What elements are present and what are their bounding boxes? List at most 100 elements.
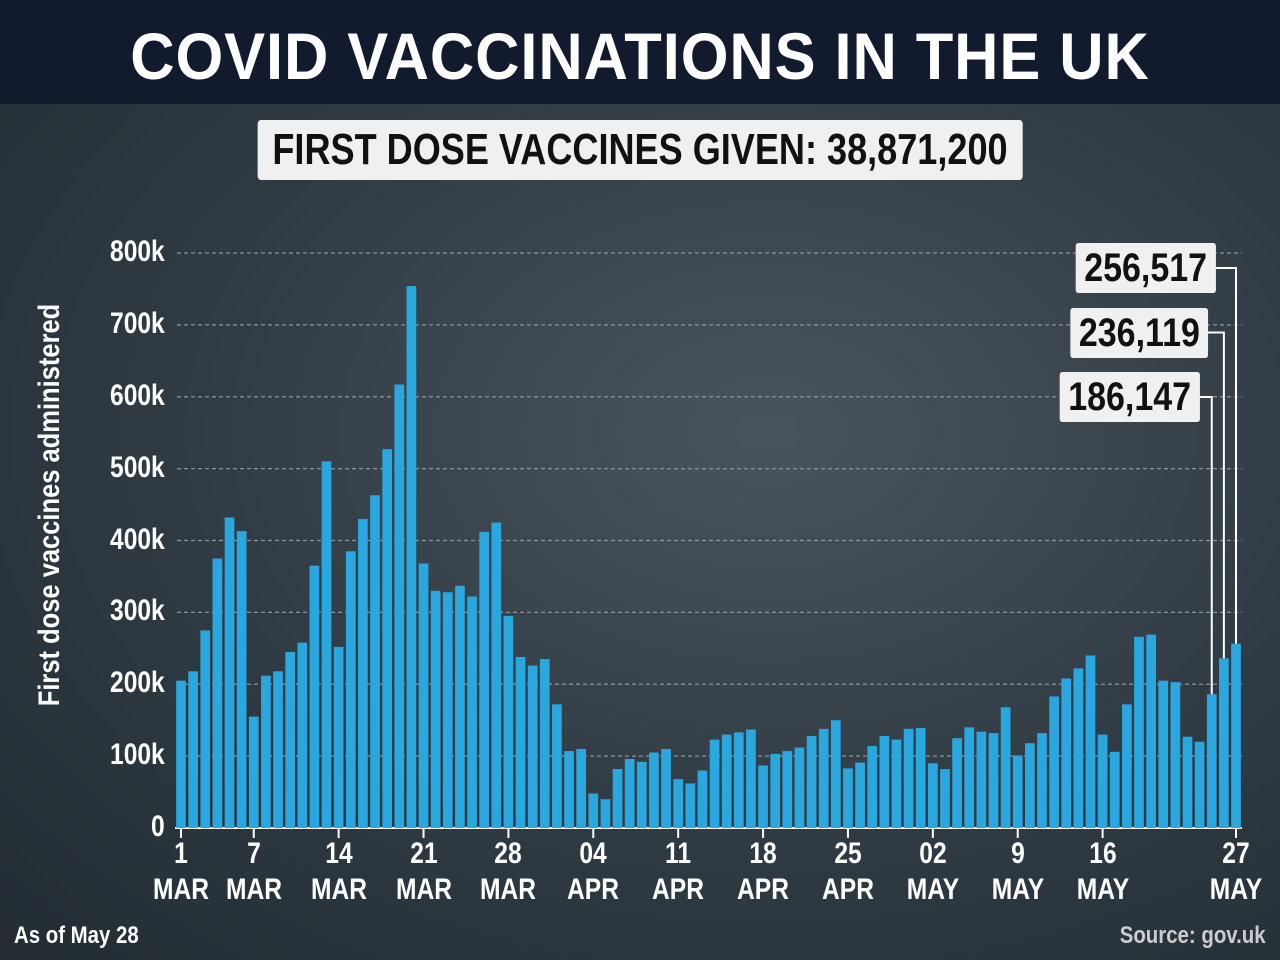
y-tick-label: 700k [110, 306, 165, 340]
bar [406, 286, 417, 828]
bar [309, 565, 320, 828]
bar [988, 733, 999, 828]
bar [1170, 682, 1181, 828]
callout-line [1208, 331, 1225, 659]
x-tick-label: 7 MAR [225, 837, 282, 906]
bar [952, 738, 962, 828]
bar [927, 763, 938, 828]
bar [976, 731, 987, 828]
bar [576, 748, 587, 828]
bar [649, 752, 659, 828]
callout-line [1216, 267, 1237, 644]
bar [200, 630, 211, 828]
bar [1182, 736, 1193, 828]
bar [1073, 668, 1084, 828]
y-tick-label: 100k [110, 738, 165, 772]
bar [382, 449, 392, 828]
bar [806, 736, 817, 828]
bar [1146, 634, 1156, 828]
callout-line [1200, 396, 1213, 695]
x-tick-label: 1 MAR [152, 837, 210, 906]
bar [830, 720, 841, 828]
bar [394, 384, 405, 828]
bar [1025, 743, 1035, 828]
bar [588, 793, 599, 828]
bar [1134, 636, 1144, 828]
bar [1049, 696, 1059, 828]
bar [248, 716, 259, 828]
bar [1037, 733, 1047, 828]
x-tick-label: 11 APR [652, 837, 705, 906]
bar [442, 592, 453, 828]
bar [1206, 694, 1217, 828]
x-tick-label: 21 MAR [395, 837, 452, 906]
bar [479, 531, 490, 828]
bar [321, 461, 332, 828]
bar [855, 762, 865, 828]
bar [661, 748, 671, 828]
bar [915, 728, 926, 828]
bar [1194, 741, 1205, 828]
bar [709, 739, 720, 828]
bar [1219, 658, 1229, 828]
bar [867, 746, 878, 828]
bar [455, 585, 465, 828]
bar [624, 759, 635, 828]
bar [370, 495, 380, 828]
bar [746, 729, 756, 828]
bar [467, 596, 477, 828]
bar [358, 518, 368, 828]
bar [843, 768, 853, 828]
y-tick-label: 600k [110, 378, 165, 412]
y-tick-label: 200k [110, 666, 165, 700]
bar [733, 732, 744, 828]
bar [224, 517, 235, 828]
bar [285, 651, 295, 828]
header-bar [0, 0, 1280, 104]
source: Source: gov.uk [1120, 922, 1266, 949]
bar [273, 671, 283, 828]
bar [236, 531, 247, 828]
bar [964, 727, 975, 828]
y-tick-label: 0 [151, 810, 165, 843]
bar [1097, 734, 1108, 828]
bar [782, 751, 793, 828]
bar [1000, 707, 1011, 828]
x-tick-label: 16 MAY [1076, 837, 1129, 906]
bar [612, 769, 623, 828]
bar [891, 739, 902, 828]
x-tick-label: 02 MAY [906, 837, 960, 906]
bar [564, 751, 574, 828]
bar [940, 769, 950, 828]
bar [770, 753, 781, 828]
bar [345, 551, 356, 828]
bar [212, 558, 223, 828]
bar [1061, 678, 1072, 828]
x-tick-label: 14 MAR [310, 837, 367, 906]
bar [721, 734, 732, 828]
bar [818, 728, 829, 828]
bar [188, 671, 198, 828]
bar [176, 680, 186, 828]
bar [636, 761, 647, 828]
bar [552, 704, 562, 828]
bar [527, 665, 538, 828]
bar [903, 728, 914, 828]
bar [418, 563, 429, 828]
bar [491, 522, 502, 828]
x-tick-label: 18 APR [737, 837, 790, 906]
x-tick-label: 04 APR [567, 837, 620, 906]
bar [1122, 704, 1132, 828]
x-tick-label: 25 APR [821, 837, 874, 906]
x-tick-label: 28 MAR [480, 837, 537, 906]
bar [333, 646, 344, 828]
x-tick-label: 9 MAY [991, 837, 1044, 906]
y-tick-label: 300k [110, 594, 165, 628]
bar [515, 656, 526, 828]
value-label: 186,147 [1060, 372, 1200, 422]
bar [503, 615, 514, 828]
bar [794, 747, 805, 828]
x-tick-label: 27 MAY [1209, 837, 1263, 906]
